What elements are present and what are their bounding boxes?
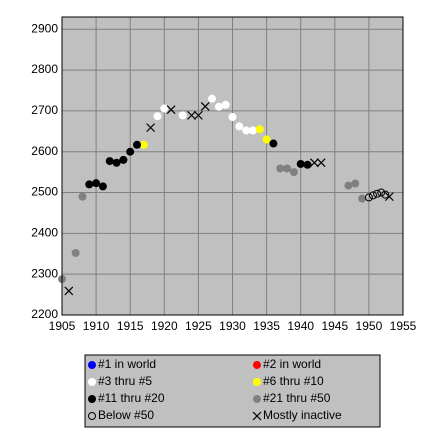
- x-tick-label: 1910: [83, 319, 110, 333]
- legend-label: #1 in world: [98, 357, 156, 371]
- x-marker: [193, 110, 203, 120]
- point: [228, 113, 237, 122]
- point: [88, 361, 96, 369]
- point: [178, 111, 187, 120]
- plot-border: [61, 16, 404, 316]
- point: [119, 155, 128, 164]
- y-tick-label: 2800: [31, 62, 58, 76]
- point: [248, 126, 257, 135]
- open-point: [88, 412, 96, 420]
- point: [153, 112, 162, 121]
- x-marker: [316, 158, 326, 168]
- x-tick-label: 1955: [390, 319, 417, 333]
- y-tick-label: 2700: [31, 103, 58, 117]
- point: [98, 182, 107, 191]
- x-tick-label: 1935: [253, 319, 280, 333]
- x-tick-label: 1925: [185, 319, 212, 333]
- point: [88, 395, 96, 403]
- point: [289, 168, 298, 177]
- legend-box: [84, 354, 381, 428]
- legend-label: Below #50: [98, 408, 154, 422]
- point: [85, 180, 94, 189]
- x-tick-label: 1930: [219, 319, 246, 333]
- point: [242, 126, 251, 135]
- point: [112, 158, 121, 167]
- x-tick-label: 1945: [321, 319, 348, 333]
- point: [221, 100, 230, 109]
- point: [126, 147, 135, 156]
- open-point: [373, 189, 382, 198]
- point: [269, 139, 278, 148]
- open-point: [368, 191, 377, 200]
- point: [253, 361, 261, 369]
- x-marker: [187, 110, 197, 120]
- point: [133, 140, 142, 149]
- ticks: 1905 1910 1915 1920 1925 1930 1935 1940 1945 1950…: [31, 21, 416, 333]
- legend-label: Mostly inactive: [263, 408, 342, 422]
- open-point: [377, 188, 386, 197]
- point: [92, 179, 101, 188]
- x-marker: [384, 192, 394, 202]
- x-marker: [309, 158, 319, 168]
- point: [208, 94, 217, 103]
- point: [283, 164, 292, 173]
- point: [160, 104, 169, 113]
- point: [139, 140, 148, 149]
- x-marker: [252, 411, 262, 421]
- point: [253, 378, 261, 386]
- point: [351, 179, 360, 188]
- point: [296, 159, 305, 168]
- point: [235, 122, 244, 131]
- legend: #1 in world #2 in world #3 thru #5 #6 thru …: [88, 357, 342, 422]
- x-tick-label: 1950: [356, 319, 383, 333]
- point: [105, 157, 114, 166]
- x-tick-label: 1940: [287, 319, 314, 333]
- point: [214, 102, 223, 111]
- legend-label: #21 thru #50: [263, 391, 331, 405]
- y-tick-label: 2300: [31, 266, 58, 280]
- point: [358, 194, 367, 203]
- point: [78, 192, 87, 201]
- point: [276, 164, 285, 173]
- point: [344, 181, 353, 190]
- points: [58, 94, 394, 296]
- x-marker: [64, 286, 74, 296]
- legend-label: #11 thru #20: [98, 391, 165, 405]
- x-tick-label: 1920: [151, 319, 178, 333]
- x-tick-label: 1905: [49, 319, 76, 333]
- x-marker: [146, 123, 156, 133]
- y-tick-label: 2400: [31, 226, 58, 240]
- open-point: [364, 193, 373, 202]
- point: [71, 248, 80, 257]
- x-tick-label: 1915: [117, 319, 144, 333]
- open-point: [381, 190, 390, 199]
- y-tick-label: 2900: [31, 21, 58, 35]
- y-tick-label: 2200: [31, 307, 58, 321]
- legend-label: #2 in world: [263, 357, 321, 371]
- point: [253, 395, 261, 403]
- legend-label: #6 thru #10: [263, 374, 324, 388]
- x-marker: [200, 101, 210, 111]
- point: [262, 135, 271, 144]
- point: [303, 160, 312, 169]
- point: [88, 378, 96, 386]
- point: [255, 125, 264, 134]
- y-tick-label: 2500: [31, 185, 58, 199]
- x-marker: [166, 105, 176, 115]
- legend-label: #3 thru #5: [98, 374, 152, 388]
- y-tick-label: 2600: [31, 144, 58, 158]
